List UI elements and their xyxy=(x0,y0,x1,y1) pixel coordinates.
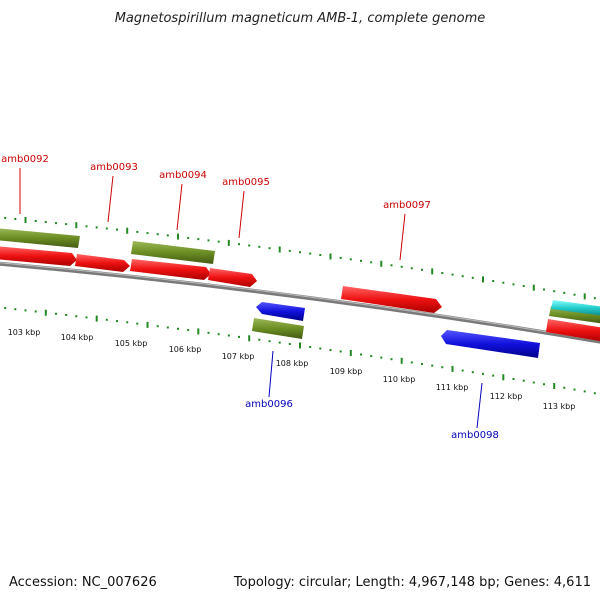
gene-amb0095[interactable] xyxy=(208,268,257,287)
kbp-label: 111 kbp xyxy=(436,383,469,392)
gene-forward[interactable] xyxy=(546,319,600,342)
gene-amb0093[interactable] xyxy=(75,254,130,272)
kbp-label: 112 kbp xyxy=(490,392,523,401)
gene-amb0092[interactable] xyxy=(0,246,77,266)
kbp-label: 109 kbp xyxy=(330,367,363,376)
cyan-feature[interactable] xyxy=(551,300,600,316)
gene-label-leaders xyxy=(19,168,483,429)
gene-label[interactable]: amb0096 xyxy=(245,399,293,410)
gene-label[interactable]: amb0094 xyxy=(159,170,207,181)
kbp-label: 103 kbp xyxy=(8,328,41,337)
genome-backbone xyxy=(0,261,600,344)
olive-feature[interactable] xyxy=(131,241,215,264)
lower-tick-ring xyxy=(4,307,596,395)
gene-label[interactable]: amb0095 xyxy=(222,177,270,188)
gene-amb0097[interactable] xyxy=(341,286,442,313)
reverse-genes xyxy=(256,302,540,358)
kbp-label: 108 kbp xyxy=(276,359,309,368)
kbp-label: 106 kbp xyxy=(169,345,202,354)
genome-title: Magnetospirillum magneticum AMB-1, compl… xyxy=(115,11,486,26)
kbp-label: 105 kbp xyxy=(115,339,148,348)
gene-amb0098[interactable] xyxy=(441,330,540,358)
kbp-label: 104 kbp xyxy=(61,333,94,342)
olive-feature[interactable] xyxy=(0,228,80,248)
gene-amb0094[interactable] xyxy=(130,259,211,280)
kbp-label: 107 kbp xyxy=(222,352,255,361)
accession-text: Accession: NC_007626 xyxy=(9,575,157,590)
kbp-label: 110 kbp xyxy=(383,375,416,384)
kbp-labels: 103 kbp 104 kbp 105 kbp 106 kbp 107 kbp … xyxy=(8,328,576,411)
gene-label[interactable]: amb0093 xyxy=(90,162,138,173)
gene-amb0096[interactable] xyxy=(256,302,305,321)
gene-label[interactable]: amb0097 xyxy=(383,200,431,211)
upper-tick-ring xyxy=(4,217,596,300)
kbp-label: 113 kbp xyxy=(543,402,576,411)
forward-genes xyxy=(0,246,600,342)
gene-label[interactable]: amb0098 xyxy=(451,430,499,441)
olive-feature[interactable] xyxy=(252,318,304,339)
gene-labels: amb0092 amb0093 amb0094 amb0095 amb0097 … xyxy=(1,154,499,441)
gene-label[interactable]: amb0092 xyxy=(1,154,49,165)
olive-features xyxy=(0,228,600,339)
topology-text: Topology: circular; Length: 4,967,148 bp… xyxy=(233,575,591,590)
